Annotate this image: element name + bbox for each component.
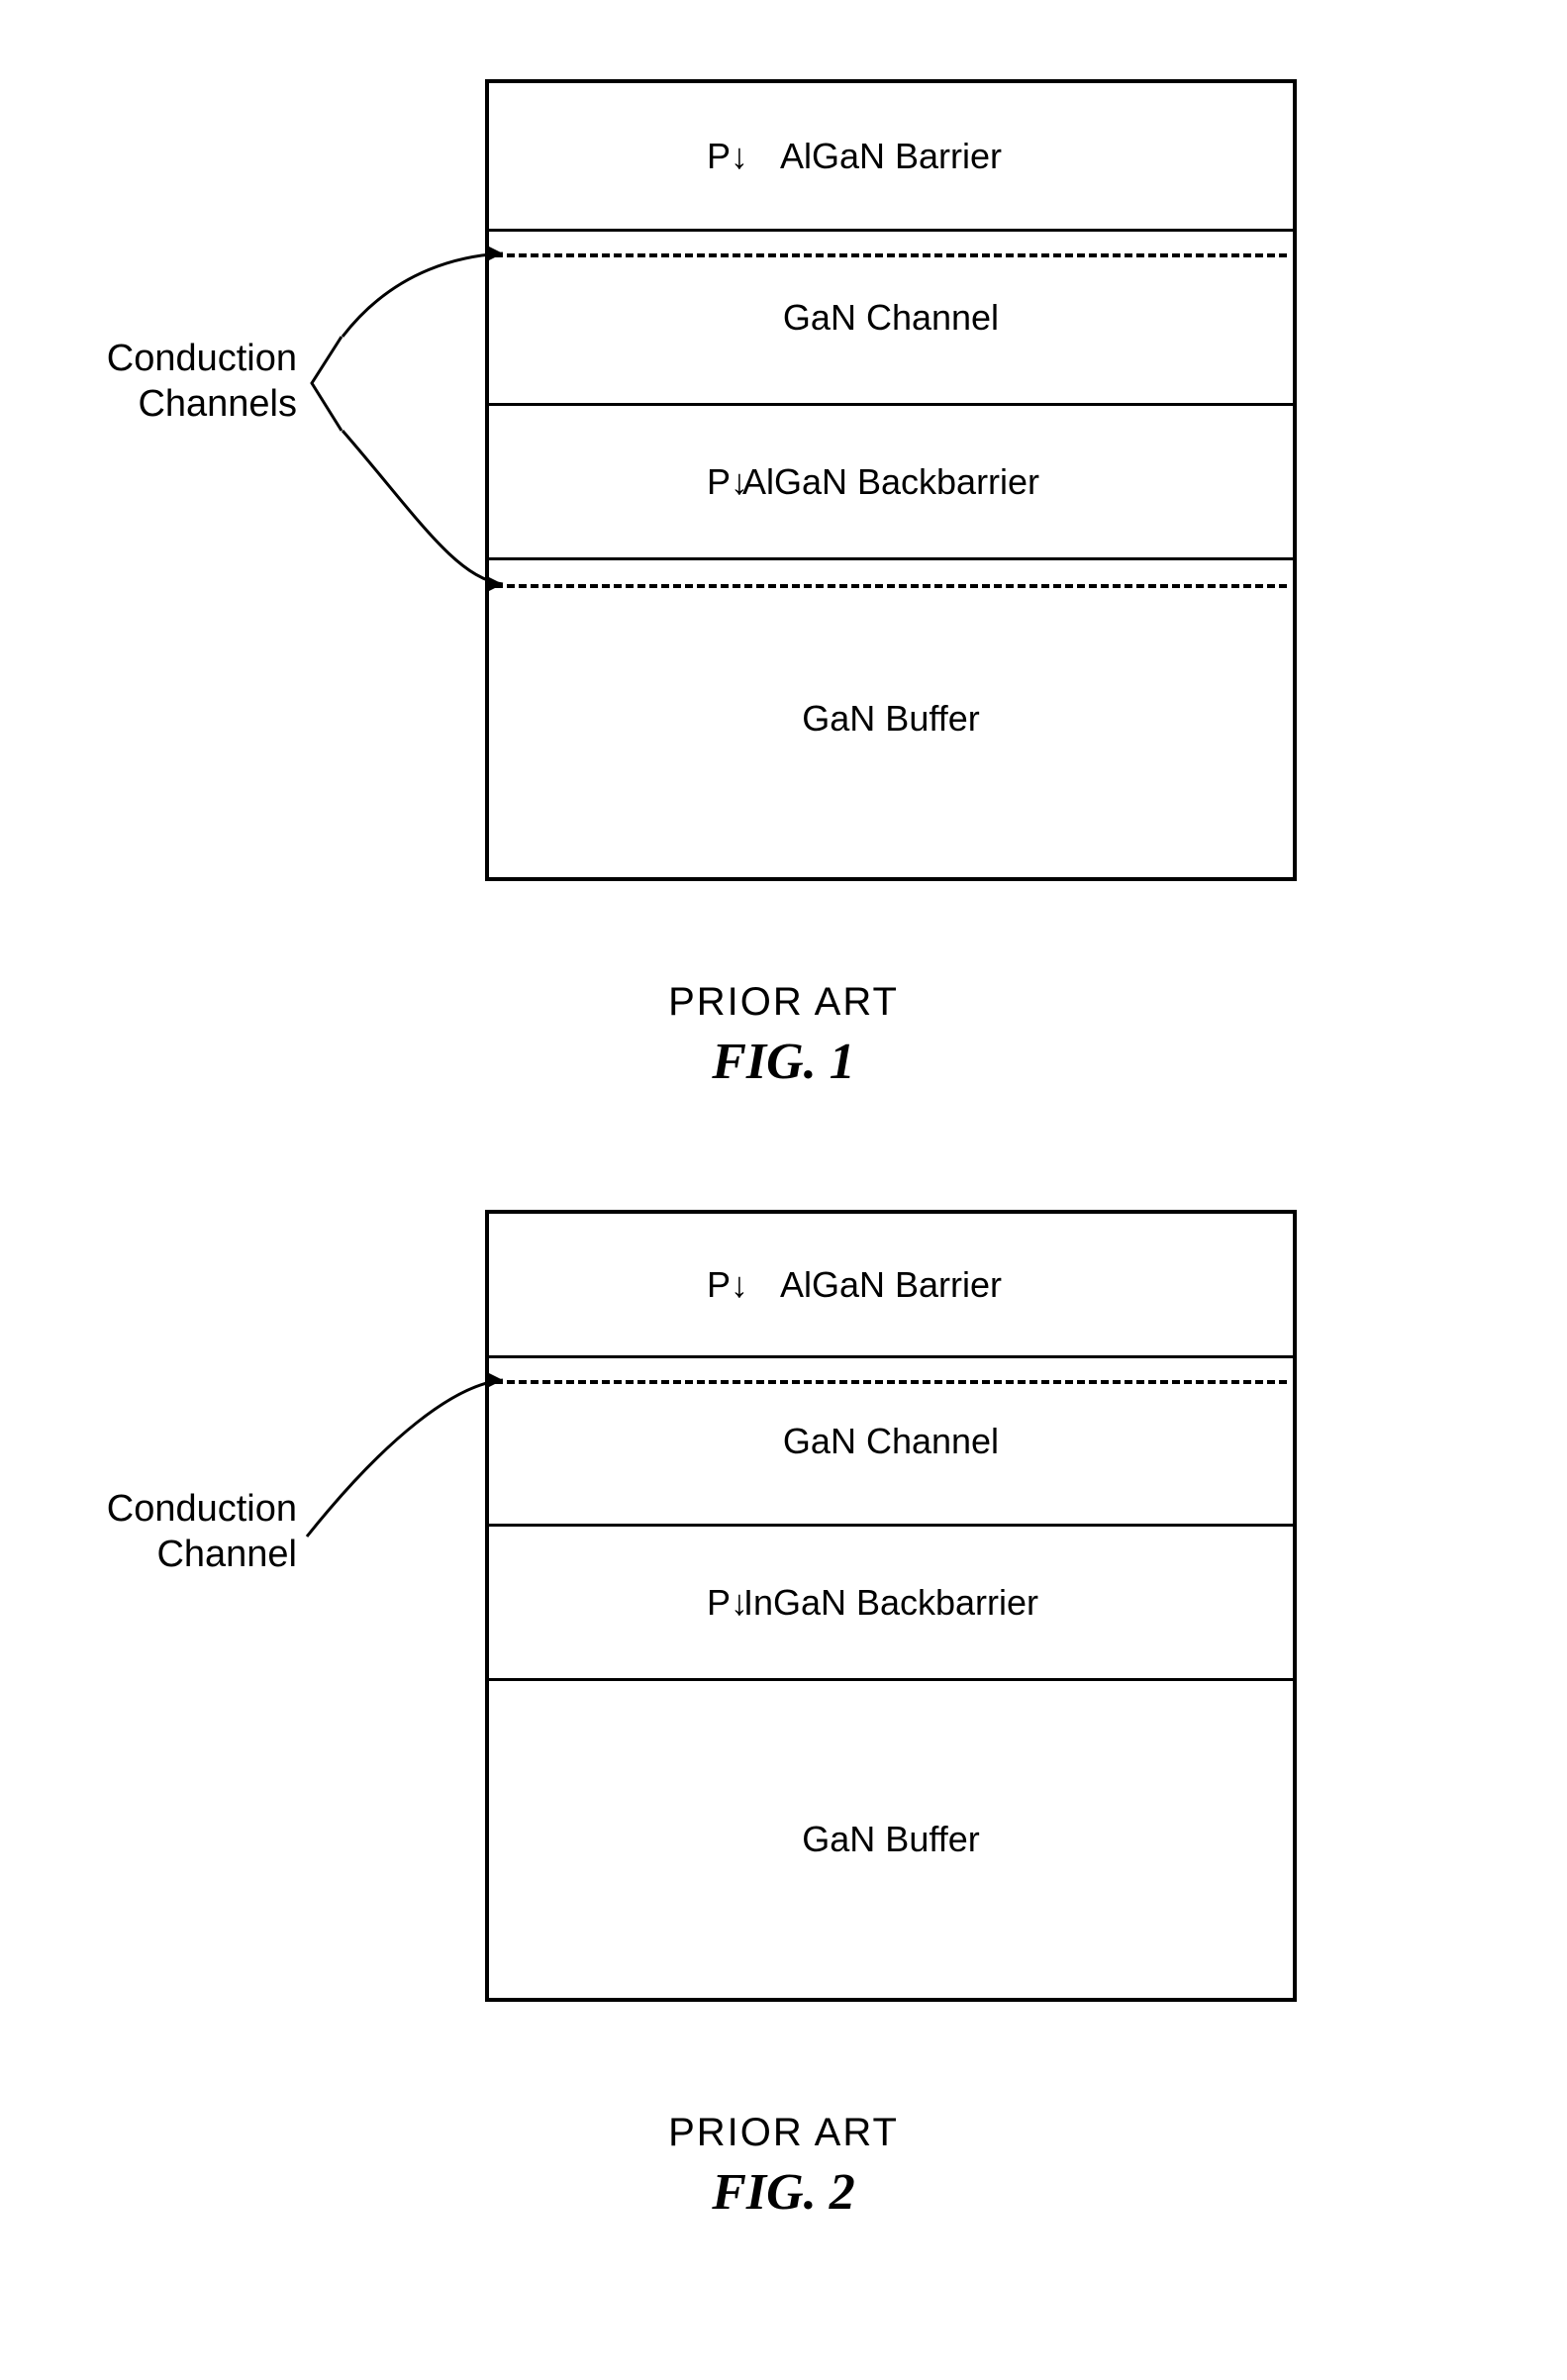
fig2-side-label-line1: Conduction bbox=[107, 1488, 297, 1530]
layer-label: AlGaN Barrier bbox=[780, 136, 1002, 177]
fig2-prior-art-text: PRIOR ART bbox=[40, 2111, 1527, 2155]
conduction-channel-line bbox=[495, 584, 1287, 588]
layer: P↓ AlGaN Barrier bbox=[489, 83, 1293, 232]
fig2-diagram-area: Conduction Channel P↓ AlGaN Barrier GaN Ch… bbox=[40, 1190, 1527, 2081]
fig2-side-label: Conduction Channel bbox=[59, 1487, 297, 1577]
layer-label: GaN Buffer bbox=[802, 1819, 979, 1860]
layer-label: AlGaN Backbarrier bbox=[742, 461, 1039, 503]
fig1-label: FIG. 1 bbox=[40, 1033, 1527, 1091]
layer: GaN Buffer bbox=[489, 560, 1293, 877]
polarization-indicator: P↓ bbox=[707, 1264, 748, 1306]
fig1-side-label: Conduction Channels bbox=[59, 337, 297, 427]
fig1-prior-art-text: PRIOR ART bbox=[40, 980, 1527, 1025]
fig1-side-label-line2: Channels bbox=[138, 383, 297, 425]
conduction-channel-line bbox=[495, 1380, 1287, 1384]
layer-label: GaN Buffer bbox=[802, 698, 979, 740]
figure-1: Conduction Channels P↓ AlGaN Barrier GaN C… bbox=[40, 59, 1527, 1091]
layer: GaN Channel bbox=[489, 232, 1293, 406]
fig2-label: FIG. 2 bbox=[40, 2163, 1527, 2222]
layer: P↓AlGaN Backbarrier bbox=[489, 406, 1293, 560]
layer: P↓InGaN Backbarrier bbox=[489, 1527, 1293, 1681]
polarization-indicator: P↓ bbox=[707, 136, 748, 177]
fig2-caption: PRIOR ART FIG. 2 bbox=[40, 2111, 1527, 2222]
fig1-caption: PRIOR ART FIG. 1 bbox=[40, 980, 1527, 1091]
layer-label: AlGaN Barrier bbox=[780, 1264, 1002, 1306]
layer: GaN Buffer bbox=[489, 1681, 1293, 1998]
layer-label: GaN Channel bbox=[783, 297, 999, 339]
fig1-diagram-area: Conduction Channels P↓ AlGaN Barrier GaN C… bbox=[40, 59, 1527, 950]
fig1-side-label-line1: Conduction bbox=[107, 338, 297, 379]
fig2-side-label-line2: Channel bbox=[156, 1534, 297, 1575]
fig1-layer-stack: P↓AlGaN BarrierGaN ChannelP↓AlGaN Backba… bbox=[485, 79, 1297, 881]
layer: P↓ AlGaN Barrier bbox=[489, 1214, 1293, 1358]
polarization-indicator: P↓ bbox=[707, 461, 748, 503]
figure-2: Conduction Channel P↓ AlGaN Barrier GaN Ch… bbox=[40, 1190, 1527, 2222]
conduction-channel-line bbox=[495, 253, 1287, 257]
layer-label: InGaN Backbarrier bbox=[743, 1582, 1038, 1624]
polarization-indicator: P↓ bbox=[707, 1582, 748, 1624]
fig2-layer-stack: P↓AlGaN BarrierGaN ChannelP↓InGaN Backba… bbox=[485, 1210, 1297, 2002]
layer-label: GaN Channel bbox=[783, 1421, 999, 1462]
